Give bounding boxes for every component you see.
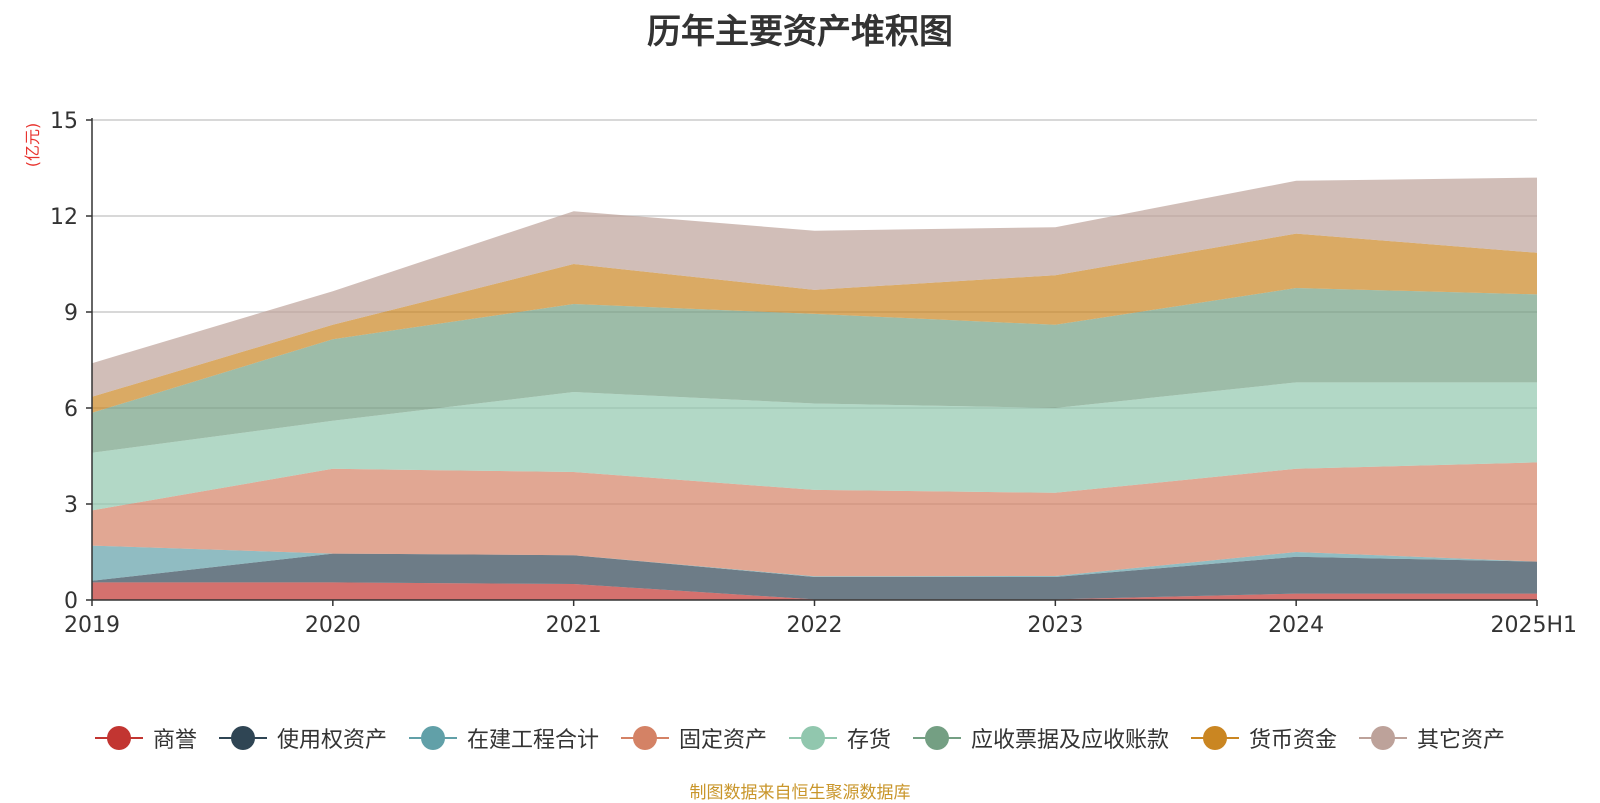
- x-tick-label: 2024: [1268, 613, 1324, 638]
- x-tick-label: 2025H1: [1490, 613, 1577, 638]
- area-series-3: [92, 462, 1537, 577]
- legend-marker-icon: [1191, 726, 1240, 750]
- legend-item[interactable]: 其它资产: [1359, 722, 1505, 754]
- legend-label: 固定资产: [678, 728, 767, 753]
- legend-item[interactable]: 商誉: [94, 722, 197, 754]
- legend-marker-icon: [1359, 726, 1408, 750]
- area-series-4: [92, 382, 1537, 511]
- y-tick-label: 0: [64, 589, 78, 614]
- x-tick-label: 2023: [1027, 613, 1083, 638]
- area-series-7: [92, 177, 1537, 397]
- area-series-5: [92, 288, 1537, 453]
- chart-title: 历年主要资产堆积图: [647, 12, 953, 52]
- legend-marker-icon: [620, 726, 669, 750]
- x-tick-label: 2021: [546, 613, 602, 638]
- area-series-0: [92, 582, 1537, 600]
- legend-marker-icon: [789, 726, 837, 750]
- stacked-area-chart: 0 3 6 9 12 15 2019 2020 2021 2022 2023 2024 2025H1 (…: [23, 109, 1577, 638]
- x-tick-label: 2019: [64, 613, 120, 638]
- legend-marker-icon: [408, 726, 457, 750]
- legend-item[interactable]: 存货: [789, 722, 891, 754]
- legend-item[interactable]: 使用权资产: [218, 722, 387, 754]
- legend-label: 在建工程合计: [466, 728, 599, 753]
- y-tick-label: 12: [50, 205, 78, 230]
- y-tick-label: 9: [64, 301, 78, 326]
- legend-item[interactable]: 在建工程合计: [408, 722, 599, 754]
- legend-item[interactable]: 应收票据及应收账款: [913, 722, 1169, 754]
- legend-marker-icon: [218, 726, 267, 750]
- area-series-1: [92, 553, 1537, 600]
- legend-label: 应收票据及应收账款: [971, 728, 1170, 753]
- legend-label: 货币资金: [1249, 728, 1338, 753]
- legend-label: 商誉: [152, 728, 197, 753]
- y-axis-unit-label: (亿元): [23, 123, 42, 168]
- area-layer: [92, 177, 1537, 600]
- x-tick-label: 2020: [305, 613, 361, 638]
- area-series-6: [92, 233, 1537, 413]
- source-note: 制图数据来自恒生聚源数据库: [689, 783, 911, 803]
- y-tick-label: 15: [50, 109, 78, 134]
- legend-marker-icon: [94, 726, 143, 750]
- y-tick-label: 6: [64, 397, 78, 422]
- legend-label: 存货: [847, 728, 892, 753]
- legend-label: 其它资产: [1417, 728, 1506, 753]
- y-tick-label: 3: [64, 493, 78, 518]
- legend-label: 使用权资产: [276, 728, 387, 753]
- legend-marker-icon: [913, 726, 962, 750]
- legend: 商誉 使用权资产 在建工程合计 固定资产 存货 应收票据及应收账款 货币资金 其它资产: [0, 718, 1600, 758]
- legend-item[interactable]: 固定资产: [620, 722, 767, 754]
- legend-item[interactable]: 货币资金: [1191, 722, 1337, 754]
- axes: 0 3 6 9 12 15 2019 2020 2021 2022 2023 2024 2025H1: [50, 109, 1577, 638]
- x-tick-label: 2022: [787, 613, 843, 638]
